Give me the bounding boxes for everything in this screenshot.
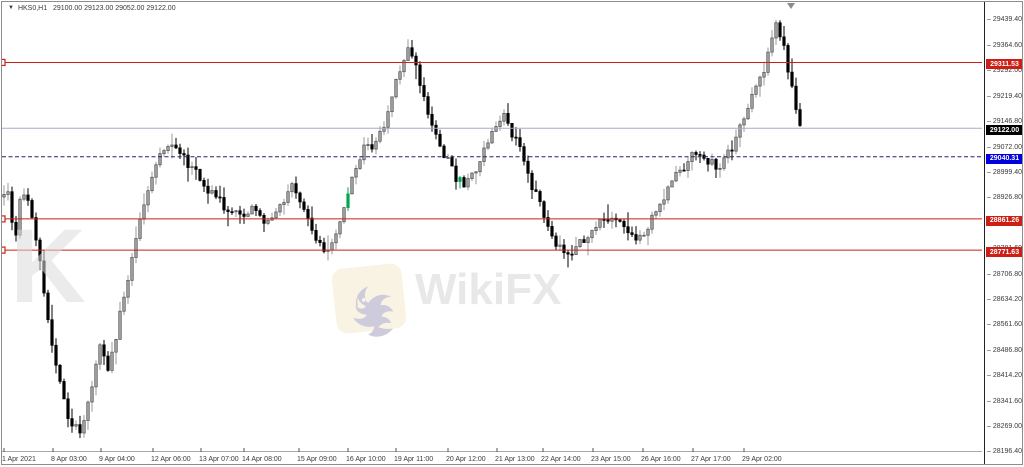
svg-text:WikiFX: WikiFX xyxy=(415,265,561,314)
svg-text:K: K xyxy=(10,208,86,325)
